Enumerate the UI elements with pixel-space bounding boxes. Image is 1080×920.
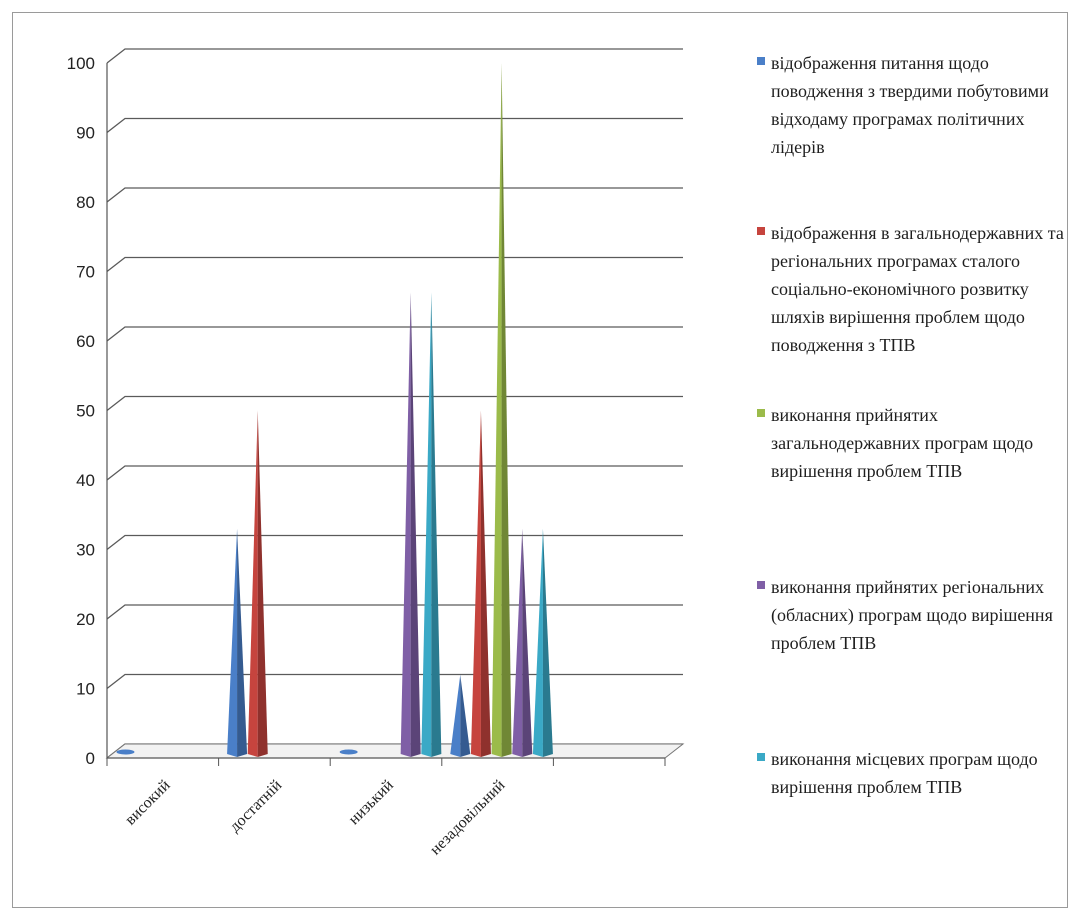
legend-swatch <box>757 753 765 761</box>
legend-swatch <box>757 581 765 589</box>
y-tick-label: 0 <box>86 749 95 768</box>
bar-3-2 <box>400 292 421 757</box>
chart-frame: 0 10 20 30 40 50 60 70 80 90 100 високий достатній ни… <box>12 12 1068 908</box>
y-tick-label: 70 <box>76 263 95 282</box>
y-tick-label: 50 <box>76 402 95 421</box>
gridline <box>106 256 683 273</box>
gridline <box>106 673 683 690</box>
legend-label: виконання прийнятих загальнодержавних пр… <box>771 405 1034 481</box>
x-tick-label: незадовільний <box>427 776 509 858</box>
bar-0-0 <box>116 749 135 755</box>
y-tick-label: 20 <box>76 610 95 629</box>
legend-swatch <box>757 409 765 417</box>
chart-plot: 0 10 20 30 40 50 60 70 80 90 100 високий достатній ни… <box>67 48 685 858</box>
gridline <box>106 465 683 481</box>
bar-4-2 <box>421 292 442 757</box>
y-tick-label: 60 <box>76 332 95 351</box>
gridline <box>106 326 683 342</box>
y-tick-label: 80 <box>76 193 95 212</box>
bar-0-3 <box>450 674 471 757</box>
y-tick-label: 40 <box>76 471 95 490</box>
y-tick-label: 30 <box>76 541 95 560</box>
bar-0-1 <box>227 528 248 757</box>
chart-floor <box>105 743 685 759</box>
gridline <box>106 534 683 551</box>
legend-label: виконання прийнятих регіональних (обласн… <box>771 577 1053 653</box>
bar-1-3 <box>470 410 491 757</box>
legend-swatch <box>757 227 765 235</box>
gridline <box>106 48 683 64</box>
y-tick-label: 10 <box>76 680 95 699</box>
gridline <box>106 187 683 203</box>
gridline <box>106 395 683 412</box>
gridline <box>106 117 683 134</box>
legend-label: виконання місцевих програм щодо вирішенн… <box>771 749 1038 797</box>
x-tick-label: високий <box>122 777 174 829</box>
x-tick-label: достатній <box>226 776 285 835</box>
bar-4-3 <box>532 528 553 757</box>
gridline <box>106 604 683 620</box>
bar-0-2 <box>339 749 358 755</box>
legend-label: відображення питання щодо поводження з т… <box>771 53 1049 157</box>
y-tick-label: 100 <box>67 54 95 73</box>
y-tick-label: 90 <box>76 124 95 143</box>
legend-swatch <box>757 57 765 65</box>
legend-label: відображення в загальнодержавних та регі… <box>771 223 1064 355</box>
x-tick-label: низький <box>345 776 397 828</box>
bar-2-3 <box>491 63 512 757</box>
bar-1-1 <box>247 410 268 757</box>
bar-3-3 <box>512 528 533 757</box>
